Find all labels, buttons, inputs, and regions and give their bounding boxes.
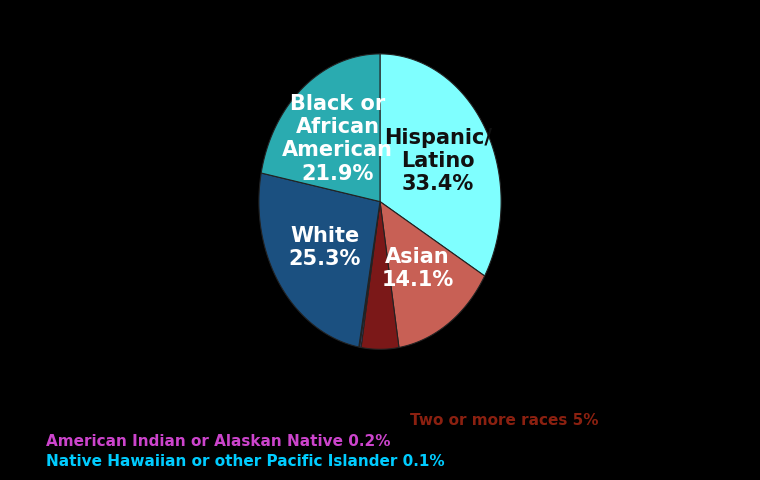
Polygon shape [359,202,380,347]
Polygon shape [380,54,501,276]
Text: White
25.3%: White 25.3% [289,226,361,269]
Polygon shape [261,54,380,202]
Polygon shape [359,202,380,348]
Text: Two or more races 5%: Two or more races 5% [410,413,599,428]
Polygon shape [259,173,380,347]
Polygon shape [361,202,399,349]
Text: Asian
14.1%: Asian 14.1% [382,247,454,290]
Text: Native Hawaiian or other Pacific Islander 0.1%: Native Hawaiian or other Pacific Islande… [46,454,445,468]
Polygon shape [380,202,485,348]
Text: American Indian or Alaskan Native 0.2%: American Indian or Alaskan Native 0.2% [46,434,390,449]
Text: Black or
African
American
21.9%: Black or African American 21.9% [282,94,393,184]
Text: Hispanic/
Latino
33.4%: Hispanic/ Latino 33.4% [384,128,492,194]
